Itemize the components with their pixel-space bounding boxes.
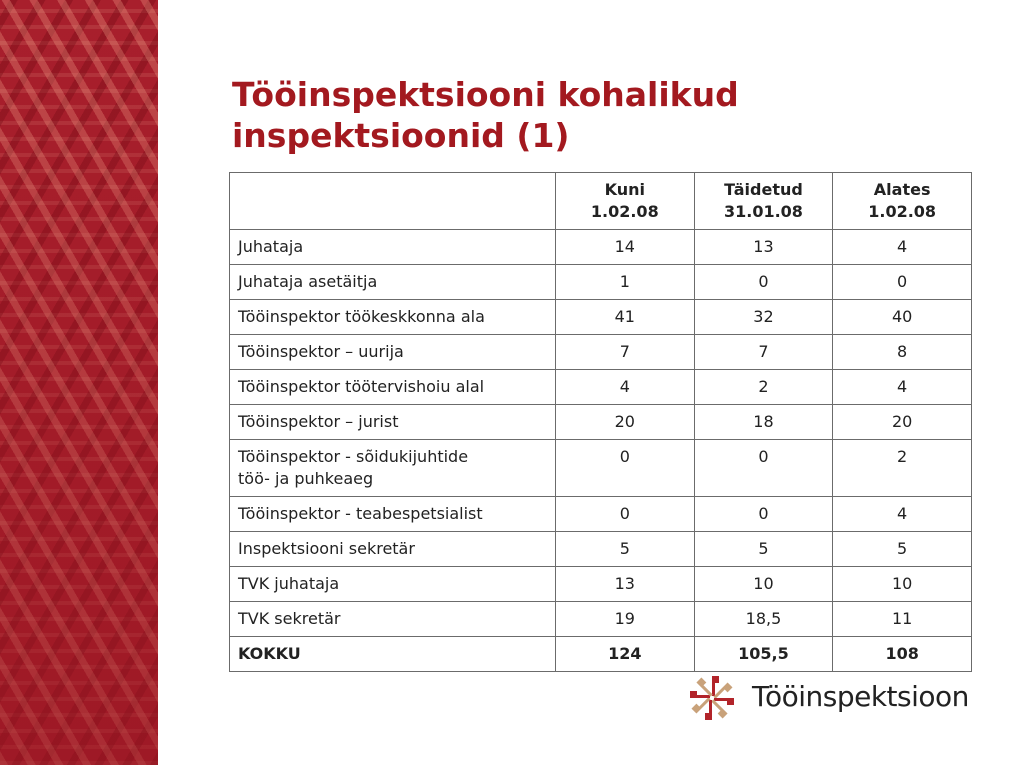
table-row: Tööinspektor - sõidukijuhtide töö- ja pu…	[229, 439, 972, 497]
value-cell: 0	[693, 439, 834, 497]
table-row: TVK juhataja 13 10 10	[229, 566, 972, 602]
value-cell: 105,5	[693, 636, 834, 672]
logo-arm	[713, 682, 733, 699]
value-cell: 4	[832, 369, 972, 405]
value-cell: 5	[554, 531, 695, 567]
row-label-cell: Tööinspektor töötervishoiu alal	[229, 369, 556, 405]
table-row: Tööinspektor - teabespetsialist 0 0 4	[229, 496, 972, 532]
value-cell: 14	[554, 229, 695, 265]
row-label-cell: Tööinspektor töökeskkonna ala	[229, 299, 556, 335]
tooinspektsioon-logo-mark-icon	[690, 676, 734, 720]
row-label-cell: KOKKU	[229, 636, 556, 672]
value-cell: 5	[693, 531, 834, 567]
value-cell: 7	[554, 334, 695, 370]
row-label-cell: TVK sekretär	[229, 601, 556, 637]
logo-arm	[690, 691, 710, 698]
logo-arm	[691, 697, 711, 714]
table-total-row: KOKKU 124 105,5 108	[229, 636, 972, 672]
value-cell: 0	[554, 496, 695, 532]
value-cell: 4	[832, 229, 972, 265]
table-body: Juhataja 14 13 4 Juhataja asetäitja 1 0 0 Tööins…	[229, 229, 972, 672]
row-label-cell: Tööinspektor - teabespetsialist	[229, 496, 556, 532]
value-cell: 0	[693, 496, 834, 532]
row-label-cell: Tööinspektor – jurist	[229, 404, 556, 440]
value-cell: 0	[554, 439, 695, 497]
value-cell: 0	[693, 264, 834, 300]
logo-arm	[705, 700, 712, 720]
value-cell: 13	[554, 566, 695, 602]
row-label-cell: TVK juhataja	[229, 566, 556, 602]
value-cell: 18,5	[693, 601, 834, 637]
value-cell: 40	[832, 299, 972, 335]
row-label-cell: Juhataja	[229, 229, 556, 265]
table-row: Tööinspektor – uurija 7 7 8	[229, 334, 972, 370]
value-cell: 1	[554, 264, 695, 300]
table-row: TVK sekretär 19 18,5 11	[229, 601, 972, 637]
logo-arm	[714, 698, 734, 705]
value-cell: 4	[554, 369, 695, 405]
decorative-side-band	[0, 0, 158, 765]
slide-title-line-1: Tööinspektsiooni kohalikud	[232, 75, 739, 114]
value-cell: 0	[832, 264, 972, 300]
table-row: Tööinspektor töökeskkonna ala 41 32 40	[229, 299, 972, 335]
table-row: Tööinspektor – jurist 20 18 20	[229, 404, 972, 440]
row-label-cell: Juhataja asetäitja	[229, 264, 556, 300]
logo-arm	[696, 677, 713, 697]
value-cell: 41	[554, 299, 695, 335]
table-header-row: Kuni 1.02.08 Täidetud 31.01.08 Alates 1.02…	[229, 172, 972, 230]
value-cell: 2	[693, 369, 834, 405]
logo-arm	[712, 676, 719, 696]
value-cell: 108	[832, 636, 972, 672]
slide-title-line-2: inspektsioonid (1)	[232, 116, 570, 155]
value-cell: 2	[832, 439, 972, 497]
header-cell: Kuni 1.02.08	[554, 172, 695, 230]
slide-title: Tööinspektsiooni kohalikud inspektsiooni…	[232, 74, 972, 156]
header-cell: Alates 1.02.08	[832, 172, 972, 230]
value-cell: 13	[693, 229, 834, 265]
value-cell: 10	[693, 566, 834, 602]
table-row: Juhataja asetäitja 1 0 0	[229, 264, 972, 300]
row-label-cell: Tööinspektor - sõidukijuhtide töö- ja pu…	[229, 439, 556, 497]
tooinspektsioon-logo: Tööinspektsioon	[684, 670, 984, 726]
value-cell: 5	[832, 531, 972, 567]
value-cell: 124	[554, 636, 695, 672]
value-cell: 7	[693, 334, 834, 370]
value-cell: 20	[832, 404, 972, 440]
value-cell: 11	[832, 601, 972, 637]
staff-table: Kuni 1.02.08 Täidetud 31.01.08 Alates 1.02…	[229, 172, 972, 672]
value-cell: 32	[693, 299, 834, 335]
value-cell: 20	[554, 404, 695, 440]
value-cell: 8	[832, 334, 972, 370]
value-cell: 4	[832, 496, 972, 532]
table-row: Tööinspektor töötervishoiu alal 4 2 4	[229, 369, 972, 405]
logo-arm	[711, 699, 728, 719]
header-cell: Täidetud 31.01.08	[693, 172, 834, 230]
value-cell: 19	[554, 601, 695, 637]
header-cell-empty	[229, 172, 556, 230]
value-cell: 18	[693, 404, 834, 440]
table-row: Inspektsiooni sekretär 5 5 5	[229, 531, 972, 567]
table-row: Juhataja 14 13 4	[229, 229, 972, 265]
value-cell: 10	[832, 566, 972, 602]
row-label-cell: Inspektsiooni sekretär	[229, 531, 556, 567]
row-label-cell: Tööinspektor – uurija	[229, 334, 556, 370]
logo-text: Tööinspektsioon	[752, 680, 969, 713]
